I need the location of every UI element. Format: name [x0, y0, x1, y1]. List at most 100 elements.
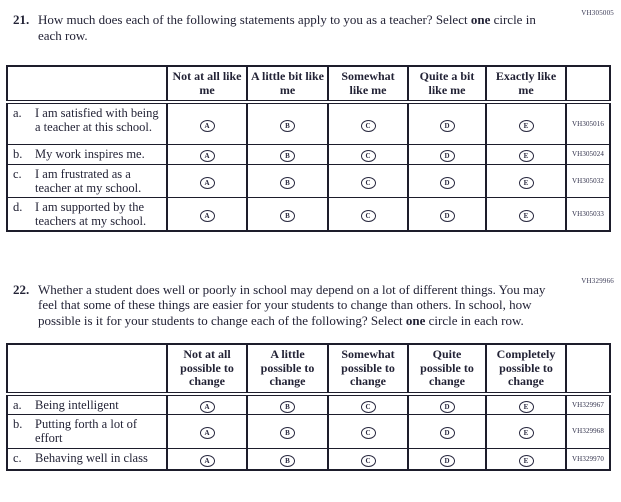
table-row-b: b. Putting forth a lot of effort A B C D …	[6, 413, 611, 449]
row-label: b.	[13, 416, 23, 431]
option-circle-a[interactable]: A	[199, 209, 215, 222]
question-text: How much does each of the following stat…	[38, 12, 550, 43]
option-cell: A	[166, 447, 248, 471]
option-circle-b[interactable]: B	[280, 454, 295, 467]
column-header-not-at-all: Not at all like me	[166, 65, 248, 104]
column-header-completely-possible: Completely possible to change	[485, 343, 567, 396]
question-text-bold: one	[470, 12, 491, 27]
option-circle-a[interactable]: A	[199, 400, 215, 413]
option-circle-d[interactable]: D	[439, 150, 455, 162]
option-cell: C	[327, 101, 409, 145]
option-cell: E	[485, 413, 567, 449]
row-statement: Being intelligent	[35, 397, 119, 412]
option-circle-c[interactable]: C	[360, 454, 376, 467]
option-circle-d[interactable]: D	[439, 427, 455, 439]
option-circle-c[interactable]: C	[360, 150, 376, 162]
column-header-quite-a-bit: Quite a bit like me	[407, 65, 487, 104]
option-circle-e[interactable]: E	[518, 150, 534, 162]
option-cell: B	[246, 447, 329, 471]
option-cell: B	[246, 101, 329, 145]
option-cell: B	[246, 393, 329, 415]
option-cell: A	[166, 196, 248, 231]
option-cell: D	[407, 447, 487, 471]
row-code: VH305032	[565, 163, 611, 198]
option-circle-a[interactable]: A	[199, 150, 215, 162]
option-circle-e[interactable]: E	[518, 427, 534, 439]
option-cell: D	[407, 196, 487, 231]
statement-cell: c. I am frustrated as a teacher at my sch…	[6, 163, 168, 198]
option-cell: A	[166, 143, 248, 165]
option-circle-d[interactable]: D	[439, 454, 455, 467]
option-circle-d[interactable]: D	[439, 176, 455, 189]
option-circle-a[interactable]: A	[199, 454, 215, 467]
row-label: a.	[13, 397, 22, 412]
question-21-accession-code: VH305005	[581, 9, 614, 17]
option-circle-a[interactable]: A	[199, 427, 215, 439]
row-label: d.	[13, 199, 23, 214]
option-circle-d[interactable]: D	[439, 119, 455, 132]
statement-cell: c. Behaving well in class	[6, 447, 168, 471]
option-circle-a[interactable]: A	[199, 176, 215, 189]
question-text-bold: one	[405, 312, 426, 328]
option-cell: B	[246, 196, 329, 231]
option-circle-a[interactable]: A	[199, 119, 215, 132]
option-circle-e[interactable]: E	[518, 454, 534, 467]
row-statement: I am supported by the teachers at my sch…	[35, 199, 147, 228]
option-cell: E	[485, 196, 567, 231]
option-circle-e[interactable]: E	[518, 176, 534, 189]
corner-cell	[6, 343, 168, 396]
option-cell: C	[327, 393, 409, 415]
option-circle-b[interactable]: B	[280, 176, 295, 189]
option-cell: C	[327, 163, 409, 198]
option-circle-c[interactable]: C	[360, 209, 376, 222]
code-column-header	[565, 343, 611, 396]
question-number: 21.	[13, 12, 30, 27]
column-header-a-little-possible: A little possible to change	[246, 343, 329, 396]
header-row: Not at all like me A little bit like me …	[6, 65, 611, 104]
option-circle-c[interactable]: C	[360, 119, 376, 132]
option-circle-b[interactable]: B	[280, 209, 295, 222]
option-circle-b[interactable]: B	[280, 119, 295, 132]
option-cell: E	[485, 447, 567, 471]
question-21-prompt: 21. How much does each of the following …	[0, 12, 621, 43]
option-cell: A	[166, 101, 248, 145]
question-22-accession-code: VH329966	[581, 276, 614, 285]
question-text-pre: How much does each of the following stat…	[38, 12, 471, 27]
option-circle-e[interactable]: E	[518, 119, 534, 132]
question-21-response-table: Not at all like me A little bit like me …	[6, 65, 611, 232]
option-cell: B	[246, 143, 329, 165]
row-code: VH329970	[565, 447, 611, 471]
option-circle-b[interactable]: B	[280, 150, 295, 162]
row-statement: I am satisfied with being a teacher at t…	[35, 106, 159, 134]
row-statement: I am frustrated as a teacher at my schoo…	[35, 166, 142, 195]
column-header-somewhat: Somewhat like me	[327, 65, 409, 104]
question-22-response-table: Not at all possible to change A little p…	[6, 343, 611, 471]
table-row-b: b. My work inspires me. A B C D E VH30502…	[6, 143, 611, 165]
option-cell: C	[327, 143, 409, 165]
question-text: Whether a student does well or poorly in…	[38, 282, 550, 329]
question-text-post: circle in each row.	[425, 312, 524, 328]
option-circle-e[interactable]: E	[518, 400, 534, 413]
option-cell: A	[166, 163, 248, 198]
table-row-a: a. Being intelligent A B C D E VH329967	[6, 393, 611, 415]
option-cell: E	[485, 163, 567, 198]
row-code: VH329968	[565, 413, 611, 449]
column-header-somewhat-possible: Somewhat possible to change	[327, 343, 409, 396]
option-cell: E	[485, 101, 567, 145]
option-circle-b[interactable]: B	[280, 427, 295, 439]
option-circle-c[interactable]: C	[360, 176, 376, 189]
code-column-header	[565, 65, 611, 104]
statement-cell: b. My work inspires me.	[6, 143, 168, 165]
option-circle-c[interactable]: C	[360, 427, 376, 439]
question-22: VH329966 22. Whether a student does well…	[0, 277, 621, 471]
option-circle-e[interactable]: E	[518, 209, 534, 222]
option-circle-d[interactable]: D	[439, 400, 455, 413]
option-cell: A	[166, 413, 248, 449]
option-circle-b[interactable]: B	[280, 400, 295, 413]
option-circle-d[interactable]: D	[439, 209, 455, 222]
option-cell: D	[407, 143, 487, 165]
statement-cell: a. Being intelligent	[6, 393, 168, 415]
column-header-not-at-all-possible: Not at all possible to change	[166, 343, 248, 396]
option-circle-c[interactable]: C	[360, 400, 376, 413]
statement-cell: a. I am satisfied with being a teacher at…	[6, 101, 168, 145]
